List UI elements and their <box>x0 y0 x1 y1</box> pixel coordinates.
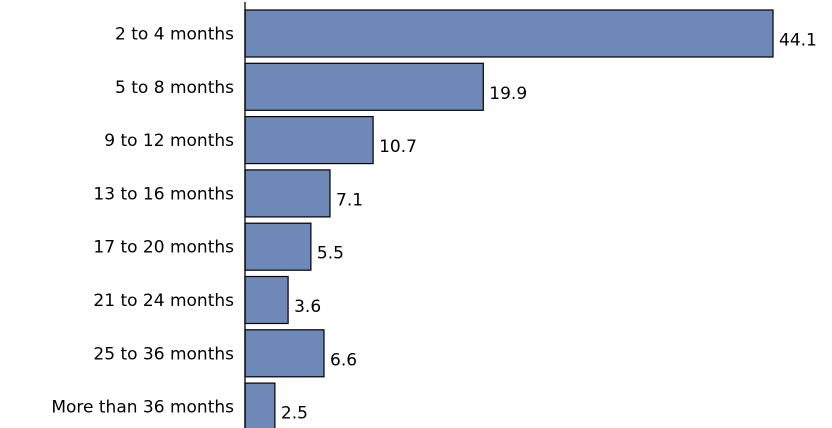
category-label: 17 to 20 months <box>93 238 234 258</box>
bar-1 <box>244 62 484 111</box>
bar-3 <box>244 169 331 218</box>
category-label: 25 to 36 months <box>93 344 234 364</box>
bar-5 <box>244 275 289 325</box>
category-label: 21 to 24 months <box>93 291 234 311</box>
value-label: 6.6 <box>330 350 357 370</box>
bar-7 <box>244 382 276 428</box>
value-label: 5.5 <box>317 244 344 264</box>
value-label: 2.5 <box>281 404 308 424</box>
category-label: More than 36 months <box>51 398 234 418</box>
category-label: 13 to 16 months <box>93 184 234 204</box>
bar-2 <box>244 115 374 165</box>
value-label: 7.1 <box>336 190 363 210</box>
value-label: 10.7 <box>379 137 417 157</box>
bars-layer <box>244 9 774 428</box>
value-label: 44.1 <box>779 31 817 51</box>
value-label: 3.6 <box>294 297 321 317</box>
labels-layer: 2 to 4 months 44.1 5 to 8 months 19.9 9 to 1… <box>51 25 817 424</box>
category-label: 9 to 12 months <box>104 131 234 151</box>
bar-0 <box>244 9 774 58</box>
bar-4 <box>244 222 312 271</box>
value-label: 19.9 <box>489 84 527 104</box>
category-label: 5 to 8 months <box>115 78 234 98</box>
category-label: 2 to 4 months <box>115 25 234 45</box>
bar-6 <box>244 329 325 378</box>
